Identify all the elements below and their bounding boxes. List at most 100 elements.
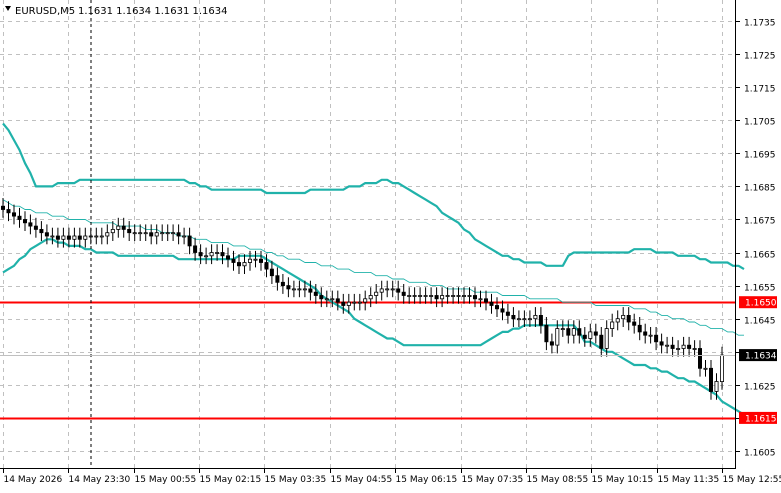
candle-body-bear [490,302,493,305]
candle-body-bull [430,296,433,297]
candle-body-bear [128,229,131,232]
candle-body-bear [342,302,345,305]
candle-body-bear [512,315,515,318]
price-tick-label: 1.1725 [744,52,776,62]
candle-body-bull [457,296,460,297]
candle-body-bear [67,236,70,239]
candle-body-bull [347,302,350,305]
candle-body-bull [666,345,669,346]
candle-body-bull [210,253,213,256]
candle-body-bear [567,329,570,336]
time-tick-label: 15 May 10:15 [592,475,654,485]
candle-body-bull [73,236,76,239]
candle-body-bear [578,329,581,336]
price-tick-label: 1.1665 [744,251,776,261]
time-tick-label: 14 May 2026 [4,475,63,485]
candle-body-bull [605,329,608,349]
time-tick-label: 15 May 02:15 [200,475,262,485]
candle-body-bull [303,289,306,290]
candle-body-bull [622,315,625,318]
candle-body-bear [655,335,658,342]
candle-body-bull [479,299,482,300]
candle-body-bear [7,210,10,213]
price-tick-label: 1.1705 [744,118,776,128]
candle-body-bear [270,269,273,276]
candle-body-bull [441,296,444,299]
candle-body-bear [23,220,26,223]
candle-body-bear [501,309,504,312]
candle-body-bull [452,296,455,297]
symbol-label: EURUSD,M5 [15,6,75,17]
candle-body-bull [331,299,334,300]
candle-body-bull [468,296,471,297]
candle-body-bull [111,229,114,232]
candle-body-bull [534,315,537,318]
candle-body-bull [611,322,614,329]
candle-body-bull [616,319,619,322]
candle-body-bear [671,345,674,348]
candle-body-bull [205,256,208,257]
candle-body-bull [517,319,520,320]
candle-body-bull [369,296,372,299]
candle-body-bull [358,302,361,303]
candle-body-bull [380,289,383,292]
candle-body-bull [523,319,526,320]
candle-body-bull [292,289,295,290]
candle-body-bull [95,236,98,237]
candle-body-bear [594,332,597,335]
candle-body-bear [265,263,268,270]
candle-body-bull [677,349,680,350]
candle-body-bear [627,315,630,322]
candle-body-bear [237,263,240,266]
time-tick-label: 15 May 06:15 [396,475,458,485]
candle-body-bull [106,233,109,236]
candle-body-bull [704,368,707,369]
candle-body-bear [276,276,279,283]
candle-body-bull [375,292,378,295]
candle-body-bear [495,306,498,309]
candle-body-bull [386,289,389,290]
candle-body-bear [281,282,284,285]
price-tick-label: 1.1735 [744,19,776,29]
candle-body-bear [232,259,235,262]
time-tick-label: 15 May 08:55 [527,475,589,485]
candle-body-bear [600,335,603,348]
price-tick-label: 1.1685 [744,184,776,194]
candle-body-bear [78,236,81,239]
candle-body-bear [226,256,229,259]
candle-body-bull [528,319,531,320]
candle-body-bull [248,259,251,262]
candle-body-bear [484,299,487,302]
candle-body-bear [34,226,37,229]
candle-body-bear [638,325,641,332]
candle-body-bull [139,233,142,234]
price-tick-label: 1.1625 [744,383,776,393]
candle-body-bull [183,236,186,237]
candle-body-bear [188,236,191,246]
candle-body-bull [446,296,449,297]
candle-body-bull [715,382,718,392]
candle-body-bear [40,229,43,232]
price-tick-label: 1.1655 [744,284,776,294]
candle-body-bull [720,355,723,382]
candle-body-bull [117,226,120,229]
candle-body-bear [545,325,548,342]
candle-body-bull [649,335,652,336]
current-price-label: 1.1634 [745,352,777,362]
candle-body-bear [688,345,691,348]
candle-body-bear [698,349,701,369]
candle-body-bear [45,233,48,236]
ohlc-values: 1.1631 1.1634 1.1631 1.1634 [78,6,228,17]
candle-body-bull [556,329,559,346]
candle-body-bull [100,236,103,237]
candle-body-bear [309,289,312,292]
candle-body-bear [397,289,400,292]
candle-body-bear [199,253,202,256]
price-tick-label: 1.1645 [744,317,776,327]
candle-body-bear [336,299,339,302]
candle-body-bull [51,236,54,237]
price-tick-label: 1.1715 [744,85,776,95]
